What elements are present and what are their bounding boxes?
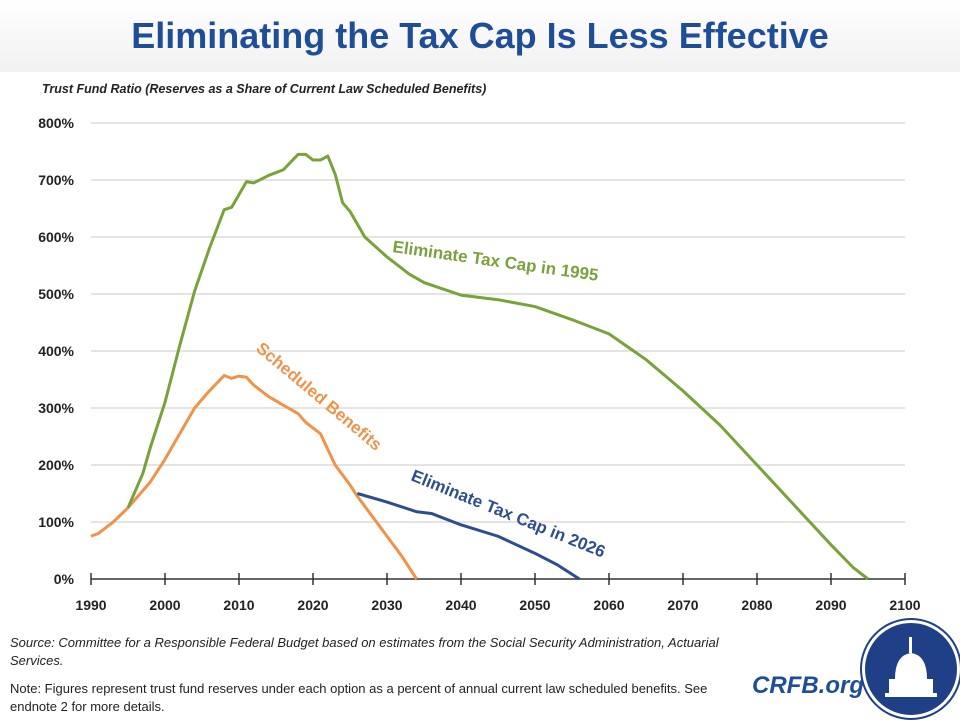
x-tick-label: 2000 [149, 597, 180, 613]
y-tick-label: 600% [38, 229, 74, 245]
y-tick-label: 700% [38, 172, 74, 188]
page-title: Eliminating the Tax Cap Is Less Effectiv… [0, 0, 960, 72]
series-label: Eliminate Tax Cap in 1995 [391, 237, 599, 285]
x-tick-label: 2030 [371, 597, 402, 613]
series-line-1 [126, 152, 869, 581]
x-tick-label: 2070 [667, 597, 698, 613]
y-tick-label: 300% [38, 400, 74, 416]
capitol-dome-icon [885, 637, 937, 697]
x-tick-label: 2100 [889, 597, 920, 613]
crfb-logo [862, 620, 960, 718]
x-tick-label: 2080 [741, 597, 772, 613]
y-tick-label: 0% [54, 571, 75, 587]
y-tick-label: 100% [38, 514, 74, 530]
y-axis-label: Trust Fund Ratio (Reserves as a Share of… [42, 82, 487, 96]
source-note: Source: Committee for a Responsible Fede… [10, 635, 719, 668]
x-tick-label: 2090 [815, 597, 846, 613]
x-tick-label: 2050 [519, 597, 550, 613]
series-line-0 [90, 374, 418, 580]
series-label: Eliminate Tax Cap in 2026 [409, 466, 609, 561]
series-line-2 [356, 492, 581, 581]
brand-link[interactable]: CRFB.org [752, 672, 864, 699]
footnote: Note: Figures represent trust fund reser… [10, 681, 708, 714]
line-chart: 0% 100% 200% 300% 400% 500% 600% 700% 800% 1990 20… [38, 115, 921, 613]
series-label: Scheduled Benefits [252, 339, 385, 455]
x-tick-label: 2040 [445, 597, 476, 613]
x-tick-label: 1990 [75, 597, 106, 613]
x-tick-label: 2020 [297, 597, 328, 613]
x-tick-label: 2010 [223, 597, 254, 613]
y-tick-label: 800% [38, 115, 74, 131]
y-tick-label: 500% [38, 286, 74, 302]
y-tick-label: 400% [38, 343, 74, 359]
y-tick-label: 200% [38, 457, 74, 473]
x-tick-label: 2060 [593, 597, 624, 613]
